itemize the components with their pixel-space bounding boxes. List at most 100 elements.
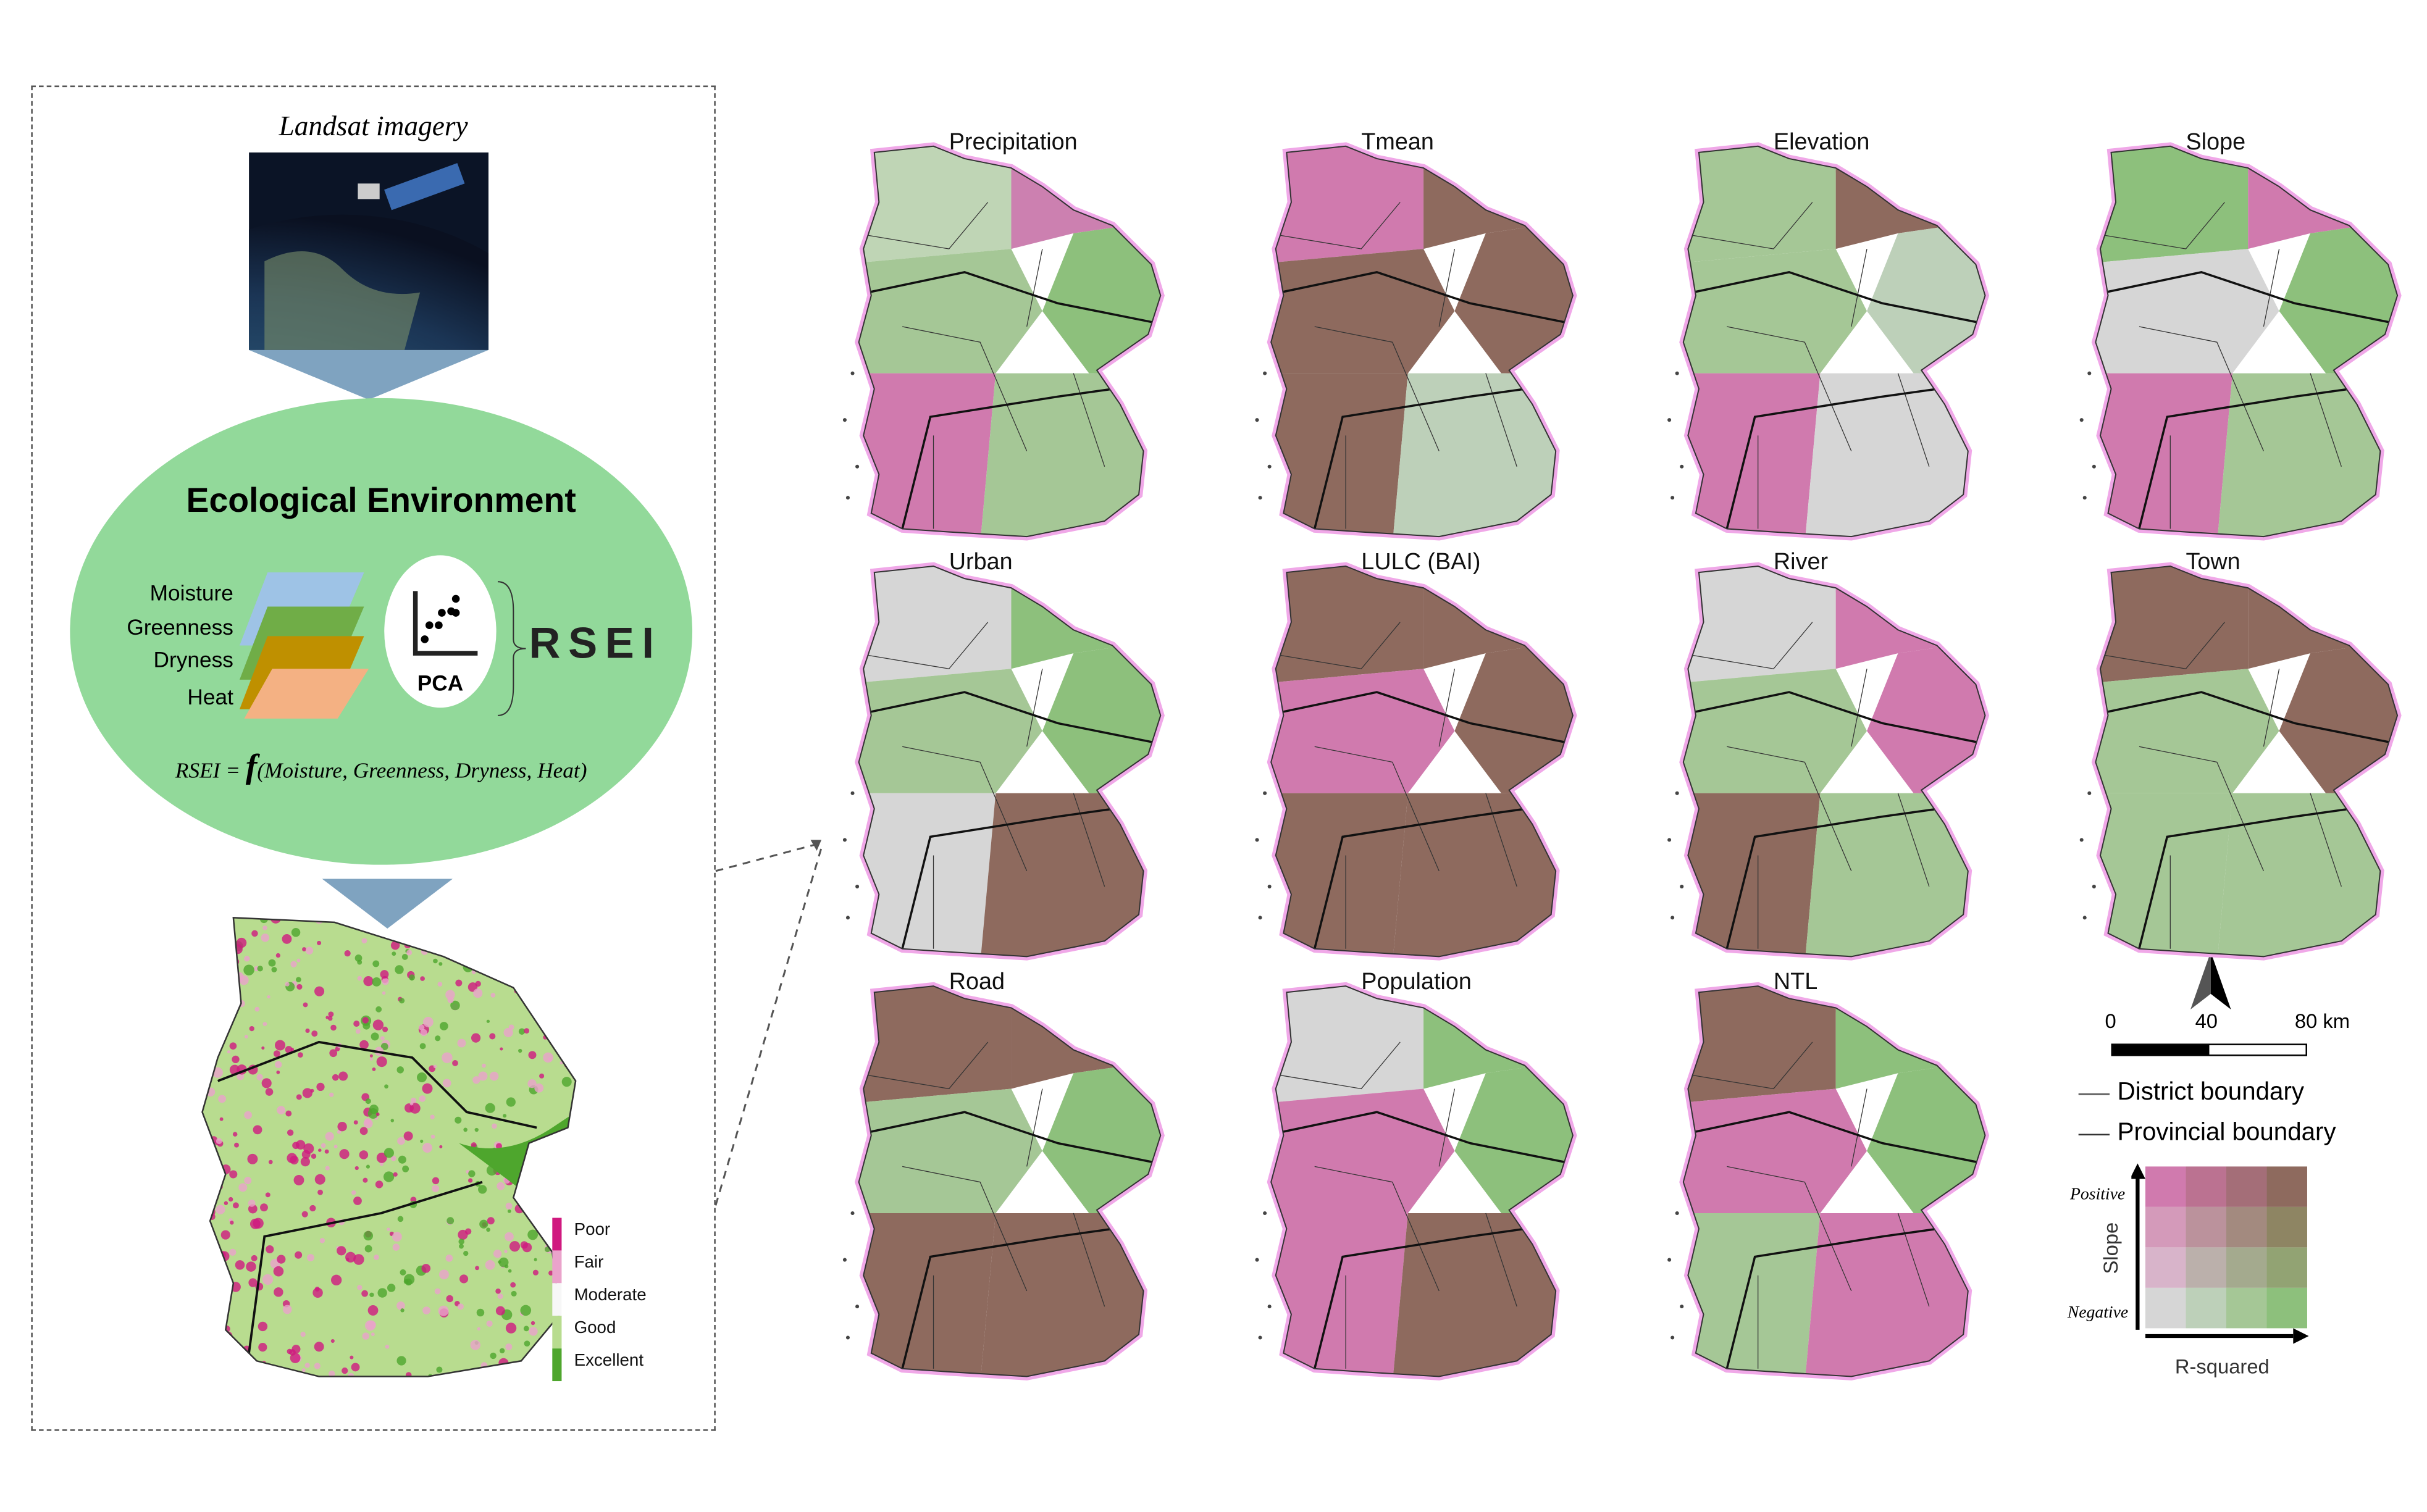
component-label-moisture: Moisture: [149, 580, 233, 605]
district-boundary-swatch: [2078, 1093, 2110, 1095]
landsat-image: [249, 152, 489, 350]
bivariate-cell: [2266, 1287, 2307, 1329]
arrow-up-icon: [2131, 1163, 2145, 1179]
island: [1267, 884, 1272, 888]
pca-circle: [384, 555, 497, 708]
map-title: River: [1773, 549, 1829, 576]
map-region: [1042, 1058, 1161, 1213]
map-region: [1454, 217, 1573, 374]
component-label-greenness: Greenness: [127, 614, 233, 640]
layer-heat: [244, 669, 369, 719]
provincial-boundary: [868, 691, 1160, 950]
provincial-boundary: [1692, 691, 1984, 950]
arrow-down-icon: [322, 879, 453, 929]
map-region: [1271, 249, 1455, 374]
island: [1667, 838, 1672, 842]
map-region: [1683, 373, 1821, 537]
map-region: [1454, 1058, 1573, 1213]
island: [855, 1305, 860, 1309]
island: [842, 1258, 847, 1262]
north-arrow-icon: [2190, 951, 2231, 1009]
map-region: [2095, 566, 2249, 685]
island: [855, 884, 860, 888]
scale-bar: [2111, 1043, 2307, 1056]
island: [850, 1211, 855, 1215]
workflow-panel: [31, 85, 716, 1431]
island: [842, 418, 847, 422]
island: [2087, 791, 2092, 795]
district-boundary-label: District boundary: [2117, 1079, 2305, 1106]
provincial-boundary: [1692, 1111, 1984, 1369]
bivariate-cell: [2266, 1206, 2307, 1248]
map-region: [1683, 146, 1836, 265]
island: [2079, 838, 2084, 842]
island: [2092, 464, 2096, 469]
map-region: [2095, 793, 2233, 957]
arrow-right-icon: [2293, 1328, 2309, 1344]
map-urban: [842, 562, 1165, 961]
legend-label: Moderate: [574, 1286, 647, 1305]
map-region: [858, 986, 1012, 1105]
map-region: [2095, 146, 2249, 265]
map-title: LULC (BAI): [1361, 549, 1481, 576]
district-boundary: [1683, 622, 1930, 949]
island: [845, 916, 850, 920]
map-title: Population: [1361, 969, 1472, 996]
legend-label: Poor: [574, 1221, 611, 1240]
island: [2079, 418, 2084, 422]
island: [1267, 464, 1272, 469]
district-boundary: [1683, 1042, 1930, 1369]
map-region: [1042, 637, 1161, 793]
scale-label-0: 0: [2105, 1009, 2116, 1033]
map-region: [1683, 1088, 1867, 1213]
map-region: [858, 793, 996, 957]
map-region: [2095, 249, 2279, 374]
map-region: [1683, 669, 1867, 793]
map-region: [858, 373, 996, 537]
island: [1255, 838, 1259, 842]
bivariate-cell: [2186, 1166, 2226, 1207]
bivariate-cell: [2226, 1287, 2267, 1329]
bivariate-cell: [2145, 1206, 2186, 1248]
map-title: Elevation: [1773, 129, 1870, 156]
brace-icon: [498, 581, 526, 716]
slope-positive-label: Positive: [2069, 1185, 2126, 1204]
bivariate-cell: [2145, 1247, 2186, 1288]
map-region: [1867, 217, 1985, 374]
map-region: [2279, 217, 2398, 374]
map-region: [1271, 793, 1408, 957]
map-title: Town: [2186, 549, 2240, 576]
legend-swatch: [552, 1250, 562, 1284]
map-lulc-bai-: [1255, 562, 1577, 961]
district-boundary: [1683, 202, 1930, 529]
map-region: [1683, 1213, 1821, 1377]
formula-f: f: [245, 746, 258, 786]
connector-lines: [715, 840, 823, 1206]
rsei-map: [201, 917, 577, 1377]
island: [1670, 1335, 1675, 1340]
provincial-boundary: [2105, 271, 2396, 529]
legend-label: Fair: [574, 1253, 604, 1272]
island: [850, 371, 855, 375]
island: [842, 838, 847, 842]
map-title: Precipitation: [949, 129, 1078, 156]
island: [1263, 1211, 1267, 1215]
map-elevation: [1667, 142, 1990, 541]
island: [1675, 1211, 1679, 1215]
map-precipitation: [842, 142, 1165, 541]
island: [1680, 464, 1684, 469]
island: [1263, 791, 1267, 795]
provincial-boundary: [868, 271, 1160, 529]
bivariate-cell: [2186, 1247, 2226, 1288]
map-region: [1271, 566, 1424, 685]
island: [855, 464, 860, 469]
map-title: Urban: [949, 549, 1013, 576]
provincial-boundary-swatch: [2078, 1134, 2110, 1136]
island: [2087, 371, 2092, 375]
rsei-label: RSEI: [529, 619, 662, 667]
formula-args: (Moisture, Greenness, Dryness, Heat): [257, 760, 587, 784]
bivariate-legend: [2131, 1163, 2309, 1344]
island: [1263, 371, 1267, 375]
bivariate-cell: [2266, 1247, 2307, 1288]
